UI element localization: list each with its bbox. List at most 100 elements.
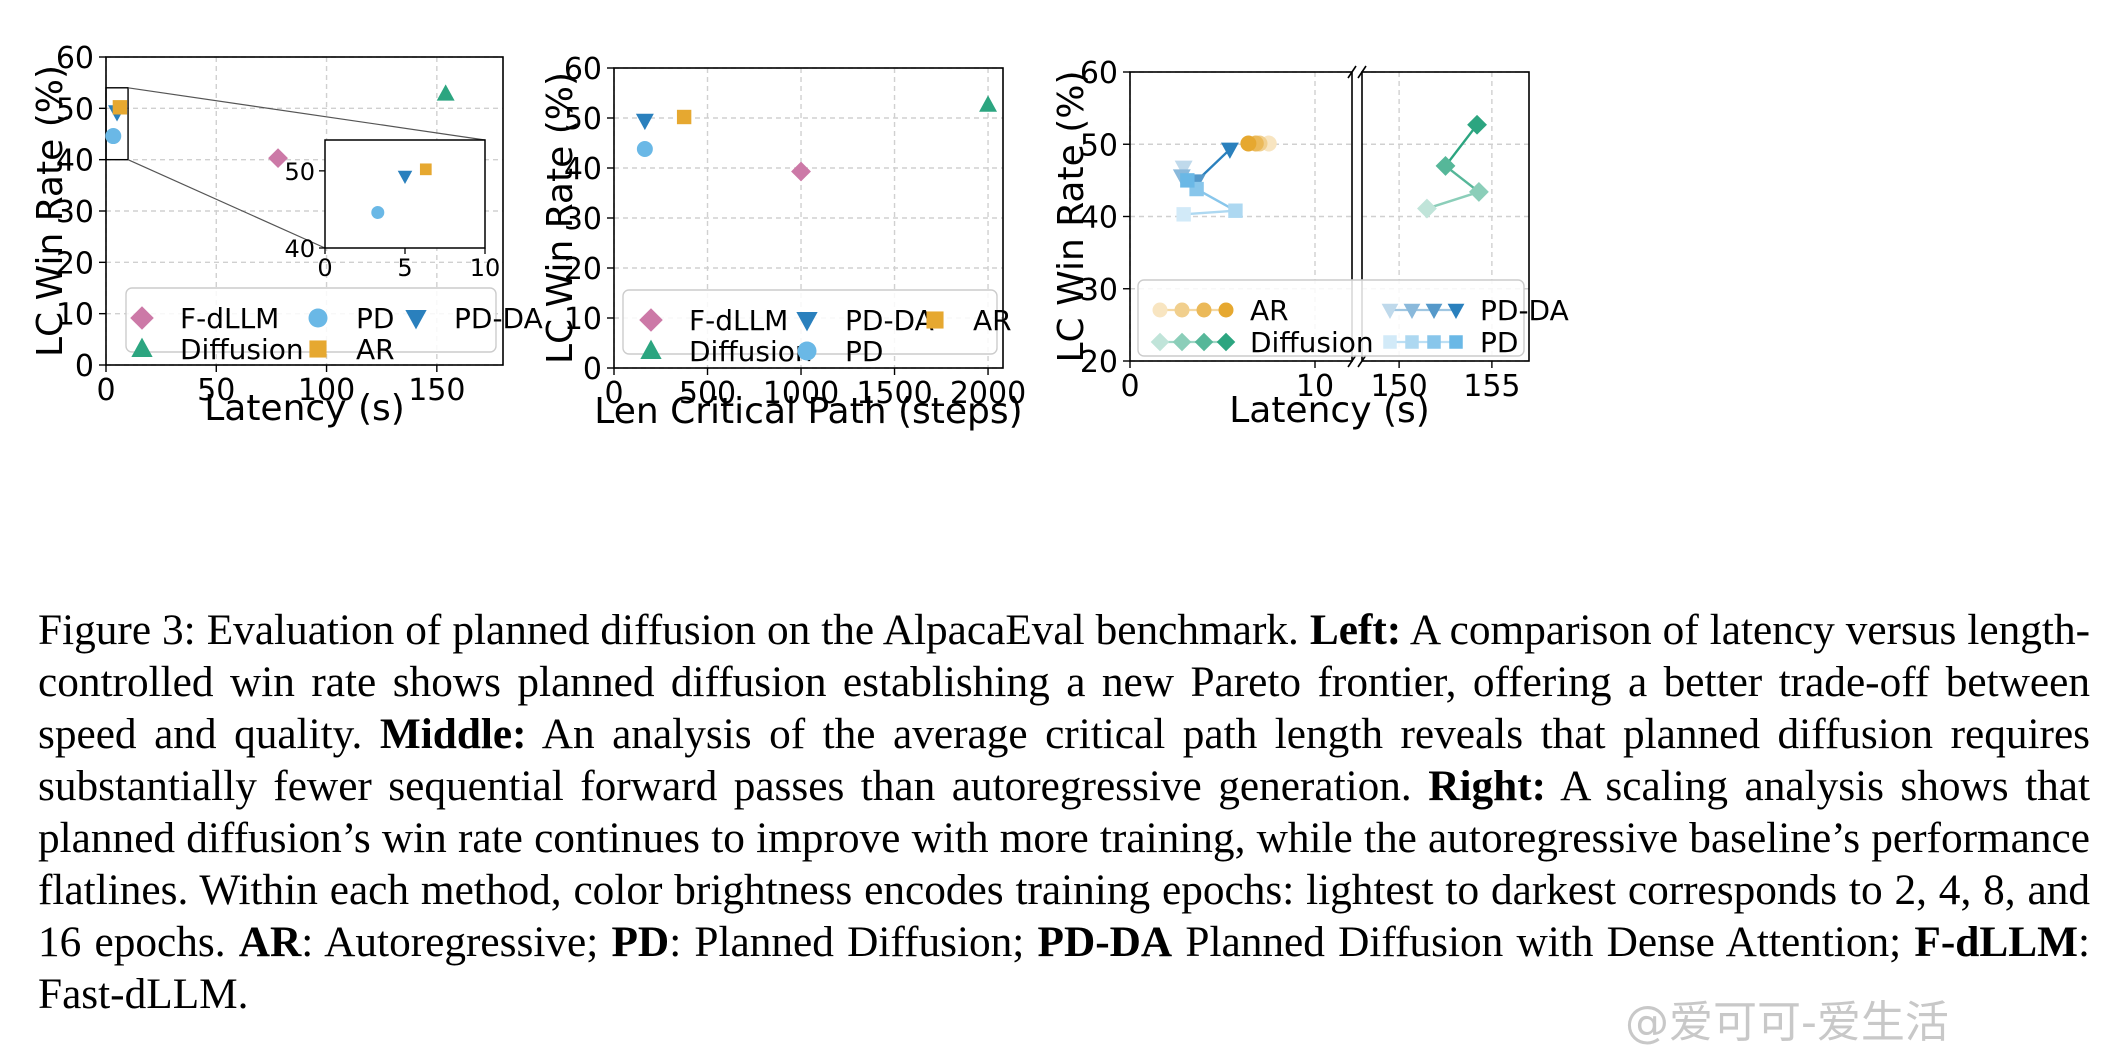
point-diffusion-epoch-8 (1435, 156, 1456, 176)
y-tick-label: 20 (56, 246, 94, 281)
zoom-connector (127, 159, 326, 249)
y-axis-title: LC Win Rate (%) (540, 72, 581, 364)
caption-right-label: Right: (1428, 762, 1547, 810)
inset-point-ar (419, 163, 432, 176)
y-tick-label: 0 (75, 349, 94, 384)
inset-y-tick-label: 40 (284, 235, 315, 263)
legend-label: PD-DA (845, 304, 934, 337)
y-tick-label: 20 (564, 252, 602, 287)
x-tick-label: 155 (1463, 369, 1520, 404)
zoom-connector (127, 87, 486, 141)
x-axis-title: Latency (s) (204, 388, 405, 429)
y-tick-label: 40 (56, 144, 94, 179)
y-tick-label: 50 (1080, 128, 1118, 163)
legend-marker (796, 312, 818, 332)
inset-y-tick-label: 50 (284, 158, 315, 186)
legend-marker (131, 337, 153, 357)
legend-marker (1425, 303, 1443, 319)
x-tick-label: 1500 (856, 376, 932, 411)
legend-label: Diffusion (180, 333, 304, 366)
legend-marker (405, 310, 427, 330)
caption-right-text: A scaling analysis shows that planned di… (38, 762, 2091, 966)
x-tick-label: 0 (1120, 369, 1139, 404)
legend-label: PD (1480, 326, 1518, 359)
y-tick-label: 10 (56, 298, 94, 333)
caption-pd-abbr: PD (611, 918, 670, 966)
caption-fdllm-text: : Fast-dLLM. (38, 918, 2091, 1018)
point-diffusion-epoch-16 (1467, 114, 1487, 135)
caption-ar-text: : Autoregressive; (301, 918, 599, 966)
caption-pdda-text: Planned Diffusion with Dense Attention; (1185, 918, 1902, 966)
x-tick-label: 150 (1370, 369, 1427, 404)
legend-marker (130, 306, 154, 330)
x-tick-label: 500 (679, 376, 736, 411)
point-pd-da-epoch-16 (1220, 142, 1239, 159)
y-tick-label: 60 (564, 52, 602, 87)
legend-label: PD-DA (1480, 294, 1569, 327)
y-tick-label: 0 (583, 352, 602, 387)
caption-middle-text: An analysis of the average critical path… (38, 710, 2091, 810)
y-tick-label: 50 (56, 92, 94, 127)
point-ar-epoch-16 (1240, 135, 1257, 152)
inset-x-tick-label: 0 (317, 254, 332, 282)
caption-pdda-abbr: PD-DA (1037, 918, 1173, 966)
legend-marker (797, 341, 817, 361)
caption-ar-abbr: AR (238, 918, 302, 966)
series-line-diffusion (1444, 124, 1478, 167)
legend-label: AR (1250, 294, 1289, 327)
caption-paragraph: Figure 3: Evaluation of planned diffusio… (38, 604, 2090, 1020)
x-tick-label: 1000 (763, 376, 839, 411)
x-axis-title: Latency (s) (1229, 390, 1430, 431)
caption-pd-text: : Planned Diffusion; (669, 918, 1025, 966)
axis-break-mark (1347, 65, 1357, 79)
point-pd-epoch-16 (1180, 173, 1195, 188)
axis-break-mark (1357, 65, 1367, 79)
y-axis-title: LC Win Rate (%) (30, 65, 71, 357)
point-ar (676, 109, 692, 125)
x-axis-title: Len Critical Path (steps) (594, 391, 1022, 432)
legend-marker (1216, 332, 1236, 352)
legend-marker (1218, 302, 1234, 318)
legend-marker (1172, 332, 1192, 352)
y-axis-title: LC Win Rate (%) (1051, 71, 1092, 363)
x-tick-label: 50 (197, 373, 235, 408)
x-tick-label: 100 (298, 373, 355, 408)
legend-marker (1150, 332, 1170, 352)
point-pd-epoch-4 (1228, 203, 1243, 218)
legend-marker (1152, 302, 1168, 318)
legend-marker (1447, 303, 1465, 319)
y-tick-label: 50 (564, 102, 602, 137)
y-tick-label: 20 (1080, 345, 1118, 380)
legend-marker (1405, 335, 1419, 349)
point-diffusion-epoch-4 (1468, 182, 1489, 202)
caption-intro: Evaluation of planned diffusion on the A… (206, 606, 1299, 654)
point-diffusion-epoch-2 (1417, 198, 1437, 219)
point-diffusion (436, 84, 455, 101)
legend-marker (1383, 335, 1397, 349)
point-pd-da (635, 113, 654, 131)
legend-marker (309, 340, 327, 358)
x-tick-label: 0 (96, 373, 115, 408)
legend-marker (1174, 302, 1190, 318)
legend-label: AR (973, 304, 1012, 337)
caption-figure-label: Figure 3: (38, 606, 196, 654)
x-tick-label: 10 (1296, 369, 1334, 404)
point-pd-epoch-2 (1176, 207, 1191, 222)
point-f-dllm (268, 148, 288, 169)
inset-point-pd-da (397, 170, 413, 185)
point-pd (636, 141, 653, 157)
legend-label: PD (356, 302, 394, 335)
legend-marker (926, 311, 944, 329)
axis-break-mark (1347, 354, 1357, 368)
legend-label: AR (356, 333, 395, 366)
caption-fdllm-abbr: F-dLLM (1914, 918, 2078, 966)
y-tick-label: 30 (564, 202, 602, 237)
legend-marker (1427, 335, 1441, 349)
plot-frame-right-segment (1361, 71, 1530, 362)
point-ar (112, 100, 128, 115)
series-line-diffusion (1426, 190, 1480, 210)
y-tick-label: 60 (56, 41, 94, 76)
y-tick-label: 40 (1080, 201, 1118, 236)
figure-caption: Figure 3: Evaluation of planned diffusio… (38, 604, 2090, 1020)
inset-x-tick-label: 5 (397, 254, 412, 282)
